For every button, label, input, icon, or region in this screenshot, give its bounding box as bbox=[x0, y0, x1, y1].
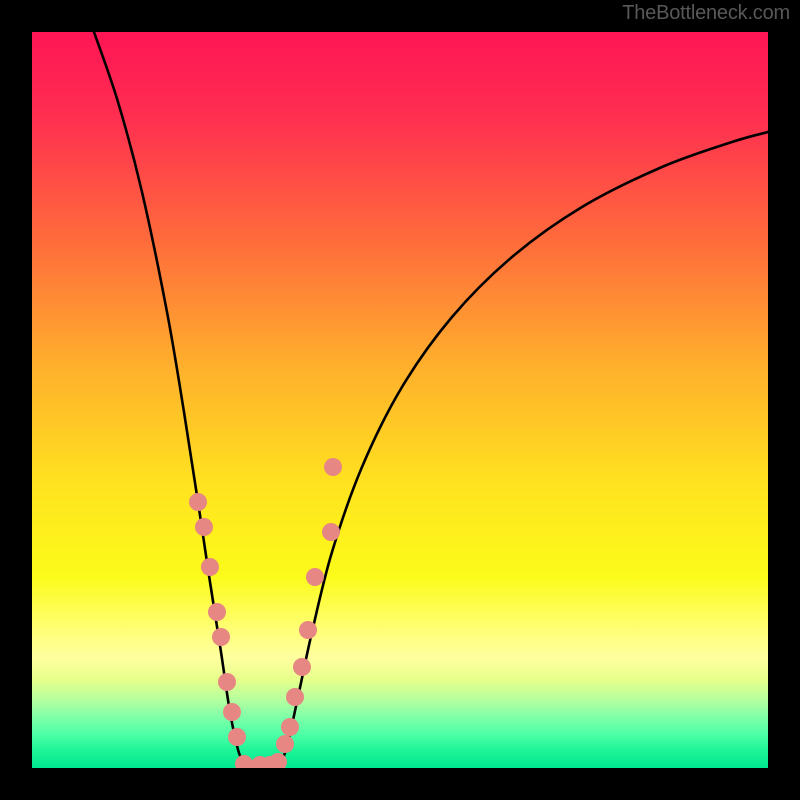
scatter-point bbox=[293, 658, 311, 676]
scatter-point bbox=[228, 728, 246, 746]
curve-layer bbox=[32, 32, 768, 768]
scatter-point bbox=[223, 703, 241, 721]
curve-left bbox=[94, 32, 247, 768]
scatter-point bbox=[235, 755, 253, 768]
scatter-group bbox=[189, 458, 342, 768]
scatter-point bbox=[276, 735, 294, 753]
scatter-point bbox=[212, 628, 230, 646]
scatter-point bbox=[286, 688, 304, 706]
scatter-point bbox=[306, 568, 324, 586]
watermark-text: TheBottleneck.com bbox=[622, 2, 790, 25]
scatter-point bbox=[299, 621, 317, 639]
scatter-point bbox=[201, 558, 219, 576]
curve-right bbox=[280, 132, 768, 768]
plot-area bbox=[32, 32, 768, 768]
scatter-point bbox=[322, 523, 340, 541]
scatter-point bbox=[281, 718, 299, 736]
outer-frame: TheBottleneck.com bbox=[0, 0, 800, 800]
scatter-point bbox=[324, 458, 342, 476]
scatter-point bbox=[195, 518, 213, 536]
scatter-point bbox=[218, 673, 236, 691]
scatter-point bbox=[208, 603, 226, 621]
scatter-point bbox=[189, 493, 207, 511]
